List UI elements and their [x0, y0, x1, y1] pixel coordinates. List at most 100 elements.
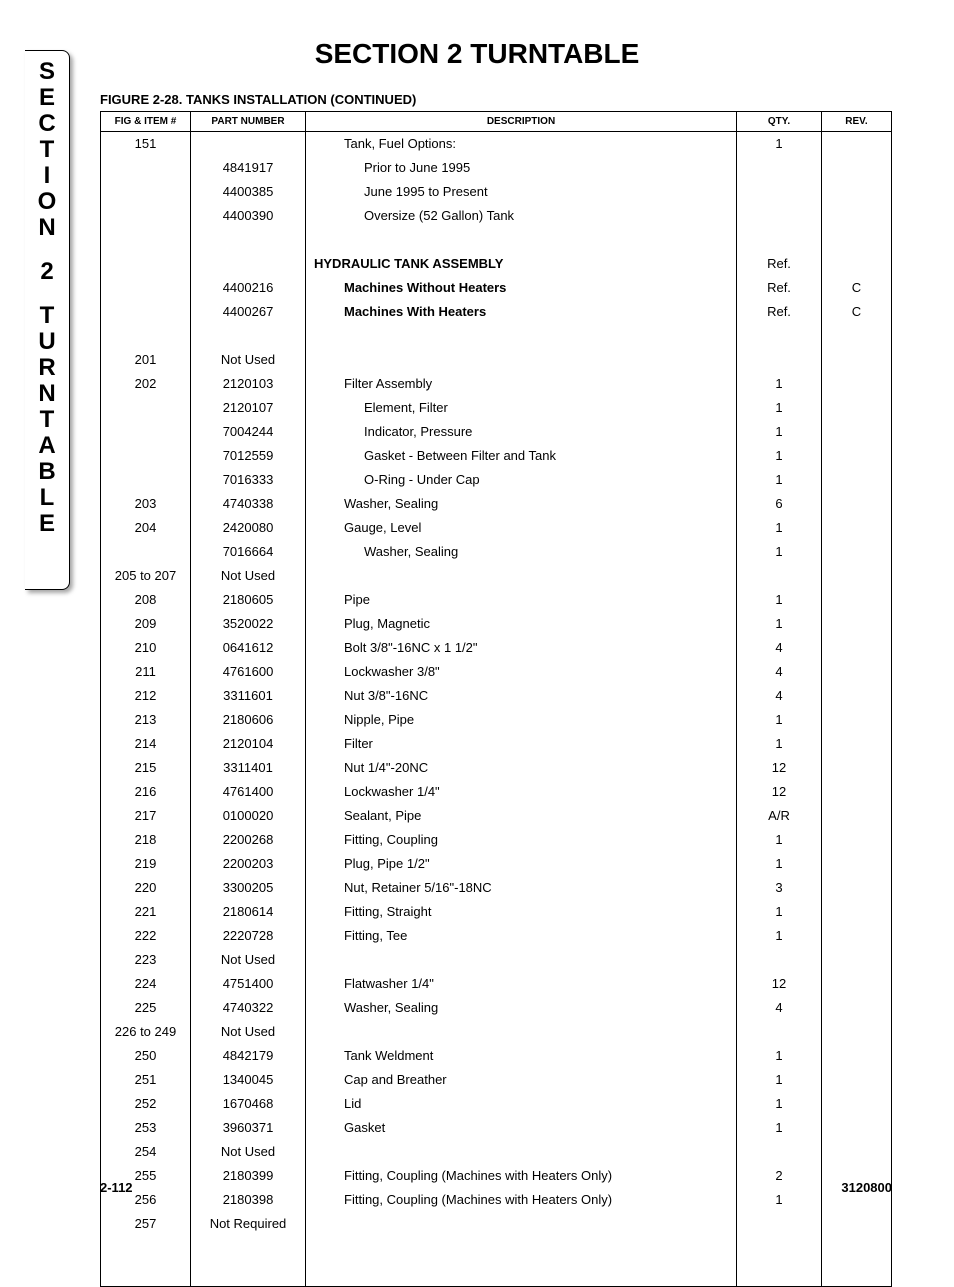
- section-tab-letter: T: [40, 137, 55, 163]
- table-filler-row: [101, 1236, 892, 1286]
- cell-part: 2180606: [191, 708, 306, 732]
- cell-part: 2180605: [191, 588, 306, 612]
- cell-part: 2200268: [191, 828, 306, 852]
- cell-part: 2180614: [191, 900, 306, 924]
- cell-rev: [822, 348, 892, 372]
- cell-desc: Machines Without Heaters: [306, 276, 737, 300]
- cell-part: 3520022: [191, 612, 306, 636]
- section-tab-letter: A: [38, 433, 55, 459]
- cell-desc: Element, Filter: [306, 396, 737, 420]
- figure-caption: FIGURE 2-28. TANKS INSTALLATION (CONTINU…: [100, 92, 892, 107]
- cell-rev: [822, 1068, 892, 1092]
- cell-fig: 216: [101, 780, 191, 804]
- cell-fig: [101, 540, 191, 564]
- cell-qty: 1: [737, 132, 822, 157]
- cell-rev: [822, 780, 892, 804]
- section-tab-letter: L: [40, 485, 55, 511]
- section-tab-letter: S: [39, 59, 55, 85]
- cell-fig: 226 to 249: [101, 1020, 191, 1044]
- cell-part: 4751400: [191, 972, 306, 996]
- cell-rev: [822, 492, 892, 516]
- cell-fig: 214: [101, 732, 191, 756]
- cell-part: 4400216: [191, 276, 306, 300]
- cell-fig: [101, 252, 191, 276]
- cell-qty: Ref.: [737, 252, 822, 276]
- cell-desc: Pipe: [306, 588, 737, 612]
- cell-rev: [822, 444, 892, 468]
- cell-fig: 215: [101, 756, 191, 780]
- cell-rev: [822, 564, 892, 588]
- cell-rev: [822, 852, 892, 876]
- section-tab-letter: I: [44, 163, 51, 189]
- table-row: 4841917Prior to June 1995: [101, 156, 892, 180]
- cell-rev: [822, 756, 892, 780]
- cell-qty: 1: [737, 516, 822, 540]
- cell-desc: [306, 348, 737, 372]
- cell-fig: 218: [101, 828, 191, 852]
- cell-fig: 251: [101, 1068, 191, 1092]
- cell-part: 4400390: [191, 204, 306, 228]
- table-row: 151Tank, Fuel Options:1: [101, 132, 892, 157]
- cell-qty: [737, 156, 822, 180]
- cell-fig: [101, 396, 191, 420]
- cell-rev: [822, 996, 892, 1020]
- cell-desc: Nut 3/8"-16NC: [306, 684, 737, 708]
- table-row: 2034740338Washer, Sealing6: [101, 492, 892, 516]
- cell-qty: 1: [737, 1116, 822, 1140]
- cell-desc: Cap and Breather: [306, 1068, 737, 1092]
- cell-qty: [737, 1020, 822, 1044]
- cell-part: Not Used: [191, 1140, 306, 1164]
- cell-rev: [822, 252, 892, 276]
- header-desc: DESCRIPTION: [306, 112, 737, 132]
- cell-qty: 1: [737, 1092, 822, 1116]
- cell-rev: [822, 588, 892, 612]
- cell-desc: Plug, Magnetic: [306, 612, 737, 636]
- cell-qty: 1: [737, 396, 822, 420]
- cell-desc: [306, 948, 737, 972]
- cell-rev: [822, 660, 892, 684]
- cell-fig: 203: [101, 492, 191, 516]
- cell-part: 7016664: [191, 540, 306, 564]
- cell-part: 4842179: [191, 1044, 306, 1068]
- section-tab-letter: U: [38, 329, 55, 355]
- cell-desc: Machines With Heaters: [306, 300, 737, 324]
- footer-left: 2-112: [100, 1180, 133, 1195]
- cell-fig: 209: [101, 612, 191, 636]
- cell-desc: Nut, Retainer 5/16"-18NC: [306, 876, 737, 900]
- cell-part: 3960371: [191, 1116, 306, 1140]
- table-row: 2100641612Bolt 3/8"-16NC x 1 1/2"4: [101, 636, 892, 660]
- cell-rev: [822, 804, 892, 828]
- cell-qty: [737, 180, 822, 204]
- cell-part: 0100020: [191, 804, 306, 828]
- cell-fig: 208: [101, 588, 191, 612]
- cell-part: 4740338: [191, 492, 306, 516]
- cell-rev: [822, 612, 892, 636]
- cell-rev: [822, 1044, 892, 1068]
- cell-desc: Washer, Sealing: [306, 540, 737, 564]
- cell-desc: Indicator, Pressure: [306, 420, 737, 444]
- section-tab: SECTION2TURNTABLE: [25, 50, 70, 590]
- cell-fig: [101, 204, 191, 228]
- cell-rev: [822, 156, 892, 180]
- cell-part: 7012559: [191, 444, 306, 468]
- table-row: 2511340045Cap and Breather1: [101, 1068, 892, 1092]
- cell-part: 2120104: [191, 732, 306, 756]
- cell-qty: 12: [737, 756, 822, 780]
- cell-fig: 202: [101, 372, 191, 396]
- cell-part: 0641612: [191, 636, 306, 660]
- cell-part: Not Required: [191, 1212, 306, 1236]
- cell-rev: [822, 540, 892, 564]
- table-row: HYDRAULIC TANK ASSEMBLYRef.: [101, 252, 892, 276]
- cell-qty: 1: [737, 588, 822, 612]
- cell-qty: 1: [737, 540, 822, 564]
- cell-desc: Washer, Sealing: [306, 492, 737, 516]
- cell-rev: [822, 1020, 892, 1044]
- cell-rev: [822, 876, 892, 900]
- cell-part: 2420080: [191, 516, 306, 540]
- cell-qty: 1: [737, 900, 822, 924]
- cell-desc: Tank, Fuel Options:: [306, 132, 737, 157]
- cell-qty: 4: [737, 636, 822, 660]
- cell-part: Not Used: [191, 348, 306, 372]
- cell-qty: 1: [737, 732, 822, 756]
- cell-fig: 223: [101, 948, 191, 972]
